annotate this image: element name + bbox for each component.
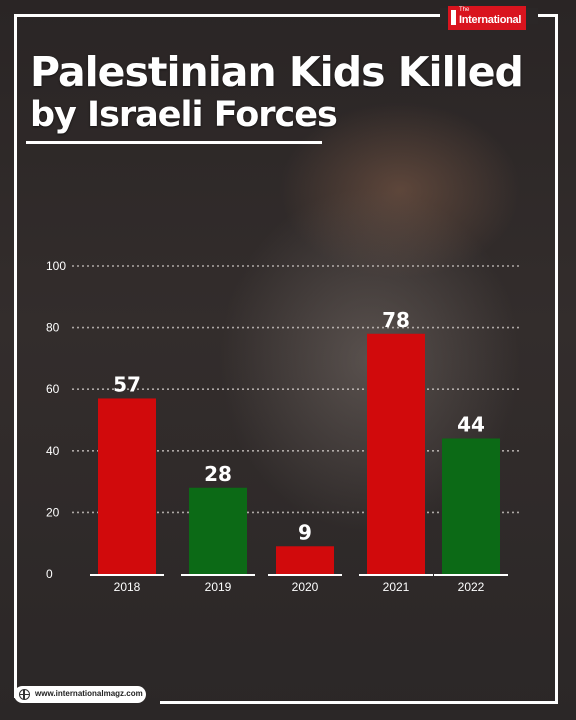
bar <box>189 487 247 574</box>
bar <box>442 438 500 574</box>
website-link[interactable]: www.internationalmagz.com <box>14 686 146 703</box>
bar <box>367 333 425 574</box>
white-frame <box>14 14 558 704</box>
data-label: 9 <box>298 520 312 544</box>
y-tick-label: 60 <box>46 382 60 396</box>
brand-name: International <box>459 14 522 26</box>
y-tick-label: 20 <box>46 505 60 519</box>
chart-title-line1: Palestinian Kids Killed <box>30 48 524 96</box>
y-tick-label: 80 <box>46 321 60 335</box>
brand-logo: The International <box>448 6 526 30</box>
brand-the: The <box>459 7 470 13</box>
title-underline <box>26 141 322 144</box>
data-label: 28 <box>204 462 232 486</box>
data-label: 44 <box>457 412 485 436</box>
globe-icon <box>19 689 30 700</box>
x-tick-label: 2019 <box>205 580 232 594</box>
logo-mark-icon <box>451 10 456 25</box>
bar <box>98 398 156 574</box>
bar <box>276 546 334 574</box>
website-url: www.internationalmagz.com <box>35 689 143 698</box>
y-tick-label: 100 <box>46 259 66 273</box>
x-tick-label: 2020 <box>292 580 319 594</box>
y-tick-label: 0 <box>46 567 53 581</box>
y-tick-label: 40 <box>46 444 60 458</box>
x-tick-label: 2022 <box>458 580 485 594</box>
data-label: 57 <box>113 372 141 396</box>
x-tick-label: 2018 <box>114 580 141 594</box>
chart-title-line2: by Israeli Forces <box>30 95 338 135</box>
data-label: 78 <box>382 308 410 332</box>
x-tick-label: 2021 <box>383 580 410 594</box>
